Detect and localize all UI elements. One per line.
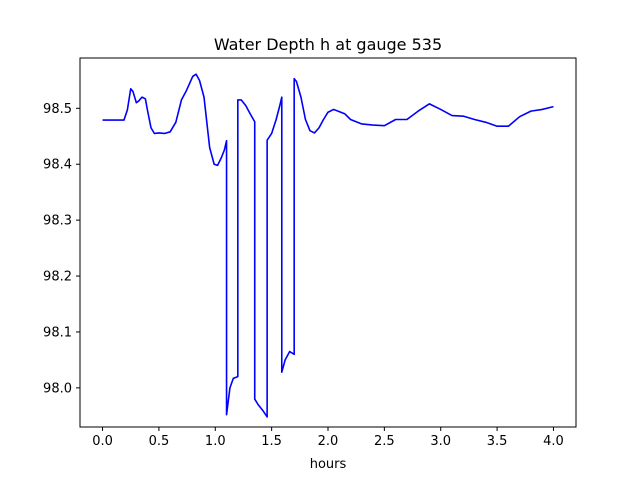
x-tick-label: 4.0 [543,434,564,449]
y-tick-label: 98.0 [43,381,72,396]
series-line-0 [102,73,554,418]
x-tick-label: 2.5 [374,434,395,449]
x-tick-label: 1.5 [261,434,282,449]
y-tick-label: 98.4 [43,158,72,173]
x-tick-label: 1.0 [205,434,226,449]
y-tick-label: 98.3 [43,214,72,229]
x-axis: 0.0 0.5 1.0 1.5 2.0 2.5 3.0 3.5 4.0 [92,427,564,449]
x-tick-label: 3.0 [430,434,451,449]
x-tick-label: 0.5 [149,434,170,449]
x-tick-label: 0.0 [92,434,113,449]
chart-title: Water Depth h at gauge 535 [214,35,442,54]
y-axis: 98.0 98.1 98.2 98.3 98.4 98.5 [43,102,80,396]
x-tick-label: 2.0 [318,434,339,449]
y-tick-label: 98.1 [43,325,72,340]
y-tick-label: 98.2 [43,270,72,285]
x-tick-label: 3.5 [487,434,508,449]
plot-area [79,57,577,428]
x-axis-label: hours [310,457,347,472]
y-tick-label: 98.5 [43,102,72,117]
